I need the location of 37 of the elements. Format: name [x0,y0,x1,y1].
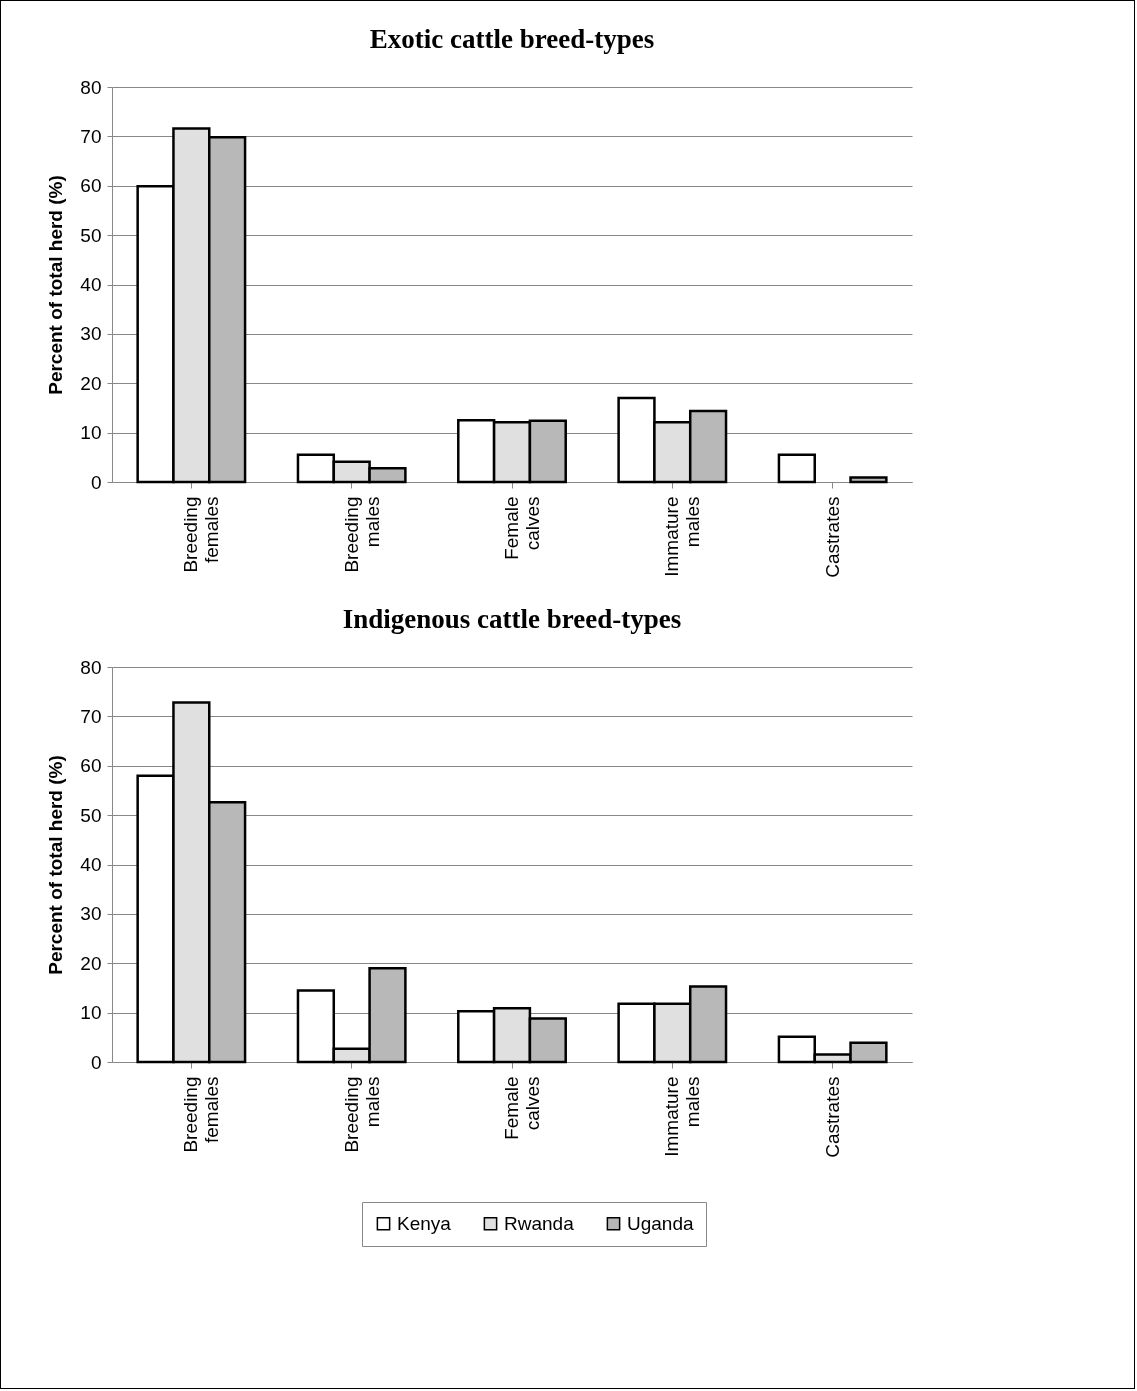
y-tick-label: 80 [80,656,102,678]
y-tick-label: 30 [80,903,102,925]
chart-title: Exotic cattle breed-types [369,24,655,54]
y-tick-label: 10 [80,1002,102,1024]
x-tick-label: Castrates [821,496,843,578]
x-tick-label: Breeding females [180,1076,223,1153]
legend-label: Kenya [397,1212,452,1234]
y-tick-label: 60 [80,755,102,777]
bar [849,476,888,484]
x-tick-label: Immature males [661,496,704,577]
y-tick-label: 0 [90,471,102,493]
y-tick-label: 70 [80,705,102,727]
y-tick-label: 30 [80,323,102,345]
y-tick-label: 0 [90,1051,102,1073]
bar [777,453,816,484]
chart-title: Indigenous cattle breed-types [342,604,682,634]
y-tick-label: 20 [80,952,102,974]
x-tick-label: Castrates [821,1076,843,1158]
y-tick-label: 10 [80,422,102,444]
x-tick-label: Female calves [501,496,543,560]
y-axis-title: Percent of total herd (%) [45,755,67,975]
y-tick-label: 80 [80,76,102,98]
y-tick-label: 60 [80,175,102,197]
legend-label: Rwanda [504,1212,575,1234]
x-tick-label: Breeding females [180,496,223,573]
x-tick-label: Breeding males [340,496,383,573]
y-tick-label: 50 [80,224,102,246]
y-tick-label: 50 [80,804,102,826]
x-tick-label: Female calves [501,1076,543,1140]
y-tick-label: 20 [80,372,102,394]
y-tick-label: 40 [80,274,102,295]
y-tick-label: 70 [80,125,102,147]
x-tick-label: Immature males [661,1076,704,1157]
y-tick-label: 40 [80,854,102,875]
x-tick-label: Breeding males [340,1076,383,1153]
y-axis-title: Percent of total herd (%) [45,175,67,395]
legend-label: Uganda [627,1212,694,1234]
